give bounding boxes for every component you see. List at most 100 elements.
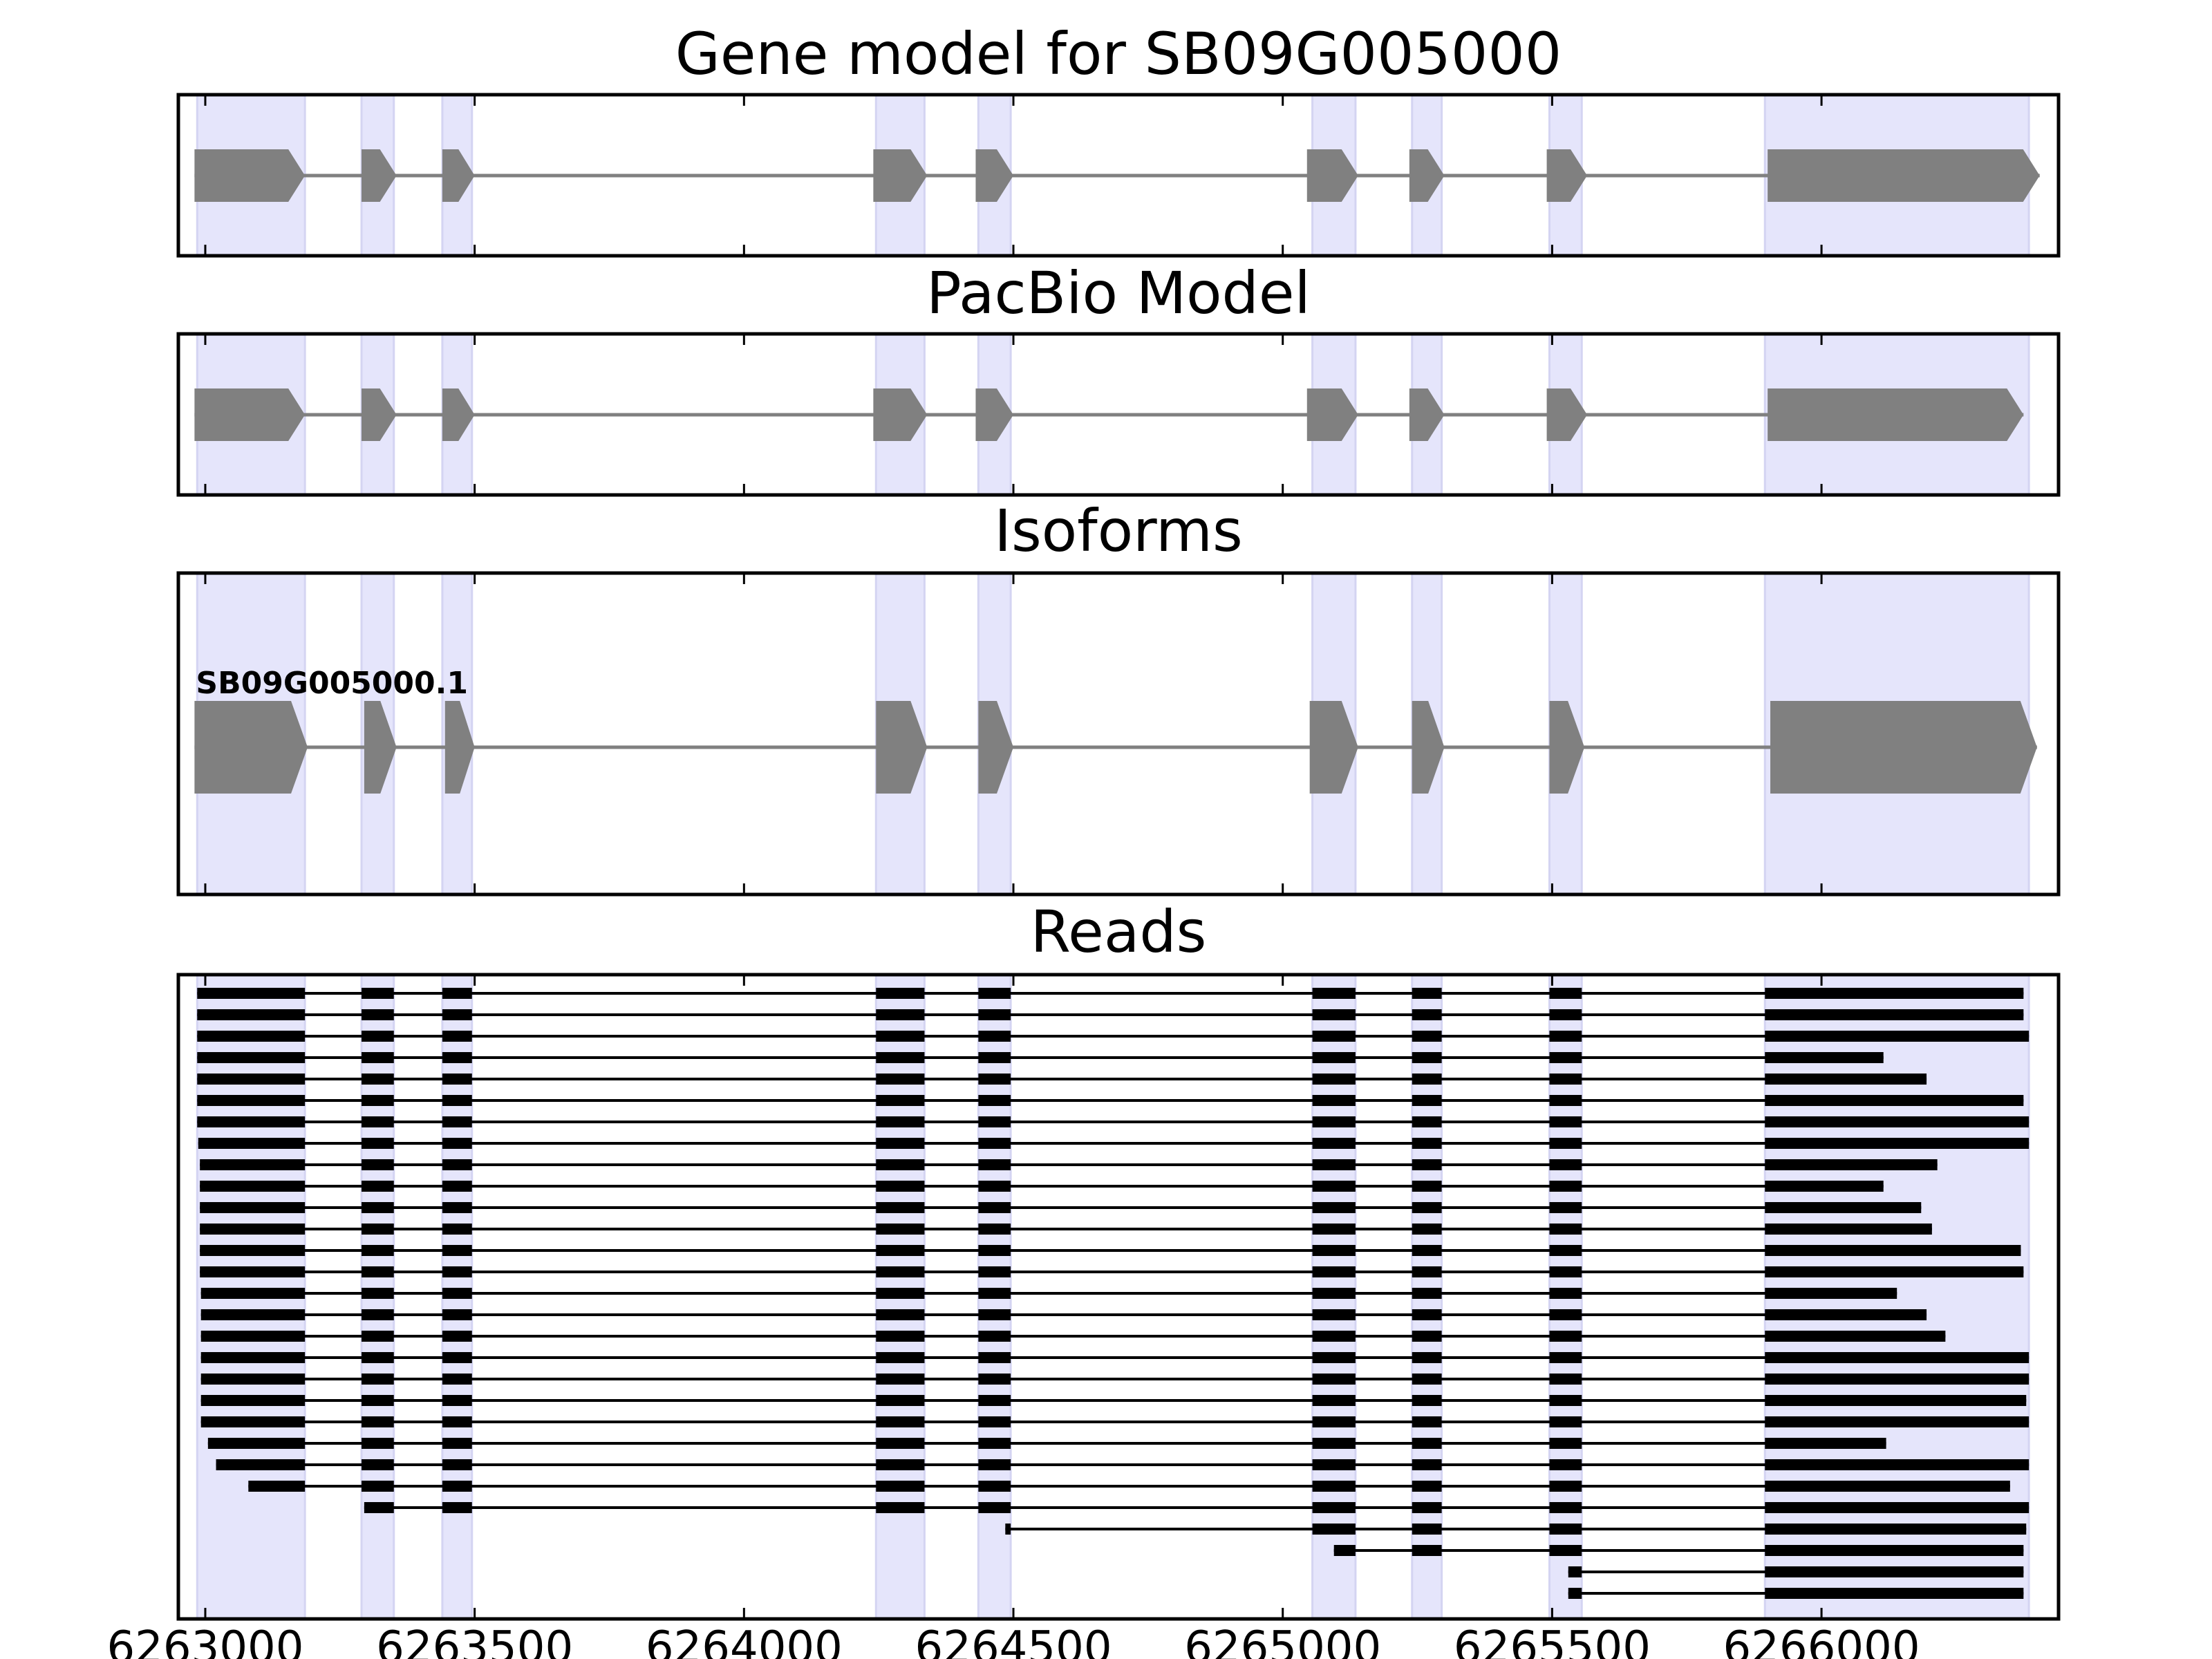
read-block <box>361 1224 394 1235</box>
read-block <box>1549 1416 1582 1427</box>
read-block <box>1412 1138 1442 1149</box>
read-block <box>978 1331 1011 1342</box>
read-block <box>1765 1331 1946 1342</box>
read-block <box>361 1074 394 1085</box>
read-block <box>442 1459 472 1470</box>
read-block <box>361 1438 394 1449</box>
read-row <box>200 1181 1884 1192</box>
read-row <box>197 1116 2030 1127</box>
read-block <box>1312 988 1356 999</box>
read-row <box>364 1502 2030 1513</box>
read-block <box>442 1095 472 1106</box>
read-block <box>200 1245 306 1256</box>
read-block <box>1412 1288 1442 1299</box>
read-block <box>1412 1416 1442 1427</box>
read-block <box>1412 1095 1442 1106</box>
read-block <box>442 1181 472 1192</box>
pacbio-model-panel: PacBio Model <box>176 259 2061 497</box>
read-block <box>1568 1588 1582 1599</box>
read-block <box>197 1009 306 1020</box>
read-block <box>978 1074 1011 1085</box>
read-block <box>876 1352 925 1363</box>
read-block <box>197 988 306 999</box>
read-block <box>1005 1524 1011 1535</box>
read-block <box>1765 1138 2030 1149</box>
read-block <box>200 1224 306 1235</box>
read-block <box>200 1181 306 1192</box>
read-row <box>197 988 2024 999</box>
read-block <box>1765 1266 2024 1277</box>
read-row <box>1568 1566 2024 1577</box>
read-block <box>876 1245 925 1256</box>
read-row <box>1333 1545 2024 1556</box>
read-block <box>876 1116 925 1127</box>
read-block <box>978 1266 1011 1277</box>
read-block <box>1412 1266 1442 1277</box>
read-block <box>361 1202 394 1213</box>
read-block <box>1312 1202 1356 1213</box>
read-block <box>978 1095 1011 1106</box>
read-block <box>442 988 472 999</box>
read-block <box>1312 1095 1356 1106</box>
read-block <box>200 1374 306 1385</box>
read-block <box>1765 1545 2024 1556</box>
read-block <box>1412 1009 1442 1020</box>
read-block <box>361 1374 394 1385</box>
read-block <box>1312 1459 1356 1470</box>
read-row <box>248 1481 2010 1492</box>
read-block <box>1765 1095 2024 1106</box>
read-block <box>1549 1481 1582 1492</box>
exon-arrow <box>1412 701 1445 794</box>
read-block <box>1765 1481 2010 1492</box>
gene-model-panel: Gene model for SB09G005000 <box>176 20 2061 258</box>
read-block <box>1412 1481 1442 1492</box>
read-block <box>361 1159 394 1170</box>
x-tick-label: 6263500 <box>376 1622 573 1659</box>
read-block <box>1765 1374 2030 1385</box>
read-row <box>216 1459 2030 1470</box>
read-block <box>1549 1202 1582 1213</box>
exon-arrow <box>978 701 1014 794</box>
read-block <box>1312 1288 1356 1299</box>
read-block <box>442 1395 472 1406</box>
exon-arrow <box>442 388 475 441</box>
read-block <box>1549 1331 1582 1342</box>
read-row <box>200 1309 1927 1320</box>
gene-model-title: Gene model for SB09G005000 <box>675 20 1562 88</box>
exon-arrow <box>364 701 397 794</box>
read-block <box>361 1245 394 1256</box>
read-block <box>876 1309 925 1320</box>
exon-arrow <box>361 388 397 441</box>
read-block <box>876 1266 925 1277</box>
read-row <box>1005 1524 2027 1535</box>
read-block <box>197 1052 306 1063</box>
read-block <box>1765 1416 2030 1427</box>
read-block <box>361 1031 394 1042</box>
isoforms-panel: SB09G005000.1 Isoforms <box>176 497 2061 897</box>
read-block <box>1312 1309 1356 1320</box>
read-block <box>1765 1395 2027 1406</box>
read-block <box>1412 1331 1442 1342</box>
read-block <box>876 1481 925 1492</box>
read-block <box>1412 1245 1442 1256</box>
read-block <box>1549 1395 1582 1406</box>
x-tick-label: 6263000 <box>106 1622 303 1659</box>
read-block <box>978 1438 1011 1449</box>
read-block <box>876 1031 925 1042</box>
read-block <box>978 1138 1011 1149</box>
read-row <box>200 1416 2030 1427</box>
read-block <box>1765 1502 2030 1513</box>
read-block <box>978 1459 1011 1470</box>
read-block <box>200 1416 306 1427</box>
exon-arrow <box>1768 388 2024 441</box>
read-block <box>207 1438 306 1449</box>
read-block <box>1765 1524 2027 1535</box>
x-tick-label: 6264500 <box>915 1622 1112 1659</box>
read-block <box>1312 1031 1356 1042</box>
exon-arrow <box>1770 701 2037 794</box>
read-row <box>200 1245 2021 1256</box>
read-block <box>978 1309 1011 1320</box>
x-tick-label: 6265000 <box>1184 1622 1381 1659</box>
read-block <box>1312 1438 1356 1449</box>
read-block <box>361 1138 394 1149</box>
